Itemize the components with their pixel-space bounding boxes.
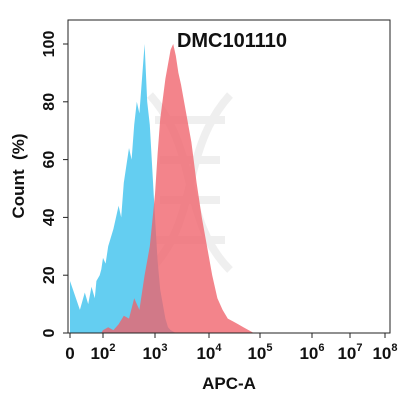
y-tick-label: 60 bbox=[41, 151, 58, 169]
histogram-series-2 bbox=[101, 44, 254, 333]
y-axis-label: Count (%) bbox=[9, 134, 28, 219]
x-tick-label: 0 bbox=[65, 344, 74, 363]
x-tick-label: 105 bbox=[247, 342, 272, 363]
x-tick-label: 106 bbox=[299, 342, 324, 363]
y-tick-label: 100 bbox=[41, 31, 58, 58]
plot-frame bbox=[67, 19, 391, 334]
x-axis-label: APC-A bbox=[202, 374, 256, 393]
x-tick-label: 104 bbox=[196, 342, 222, 363]
y-tick-label: 40 bbox=[41, 208, 58, 226]
y-tick-label: 80 bbox=[41, 93, 58, 111]
x-tick-label: 108 bbox=[372, 342, 397, 363]
chart-title: DMC101110 bbox=[177, 30, 287, 52]
x-tick-label: 102 bbox=[90, 342, 115, 363]
x-tick-label: 103 bbox=[142, 342, 167, 363]
x-tick-label: 107 bbox=[337, 342, 362, 363]
y-tick-label: 0 bbox=[41, 328, 58, 337]
y-tick-label: 20 bbox=[41, 266, 58, 284]
